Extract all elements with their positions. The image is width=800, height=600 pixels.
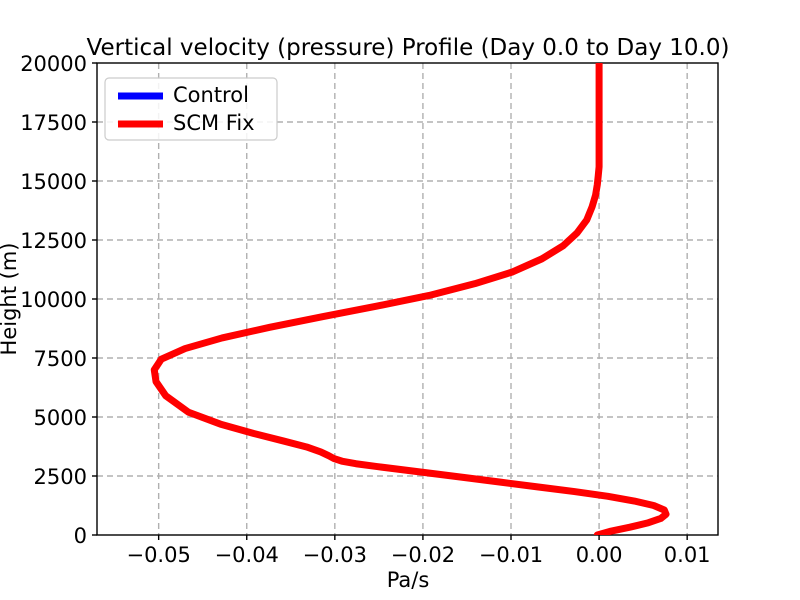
y-axis-label: Height (m)	[0, 243, 21, 356]
y-tick-label: 0	[74, 524, 87, 548]
y-tick-labels: 0 2500 5000 7500 10000 12500 15000 17500 20000	[20, 52, 87, 548]
legend-label-scm-fix[interactable]: SCM Fix	[173, 111, 255, 135]
y-tick-label: 15000	[20, 170, 87, 194]
x-axis-label: Pa/s	[387, 568, 430, 592]
x-tick-label: 0.01	[664, 543, 711, 567]
chart-legend[interactable]: Control SCM Fix	[104, 77, 278, 141]
x-tick-label: −0.05	[126, 543, 190, 567]
y-tick-label: 12500	[20, 229, 87, 253]
legend-label-control[interactable]: Control	[173, 83, 249, 107]
y-tick-label: 17500	[20, 111, 87, 135]
y-tick-label: 10000	[20, 288, 87, 312]
x-tick-label: −0.01	[479, 543, 543, 567]
chart-title: Vertical velocity (pressure) Profile (Da…	[87, 35, 730, 61]
y-tick-label: 20000	[20, 52, 87, 76]
data-series-layer	[150, 63, 670, 535]
x-tick-label: −0.02	[391, 543, 455, 567]
x-tick-label: −0.03	[303, 543, 367, 567]
y-tick-label: 2500	[34, 465, 87, 489]
x-tick-labels: −0.05 −0.04 −0.03 −0.02 −0.01 0.00 0.01	[126, 543, 710, 567]
x-tick-label: 0.00	[576, 543, 623, 567]
x-tick-label: −0.04	[215, 543, 279, 567]
axis-ticks	[92, 62, 688, 540]
y-tick-label: 5000	[34, 406, 87, 430]
series-line-scm-fix	[150, 63, 670, 535]
y-tick-label: 7500	[34, 347, 87, 371]
